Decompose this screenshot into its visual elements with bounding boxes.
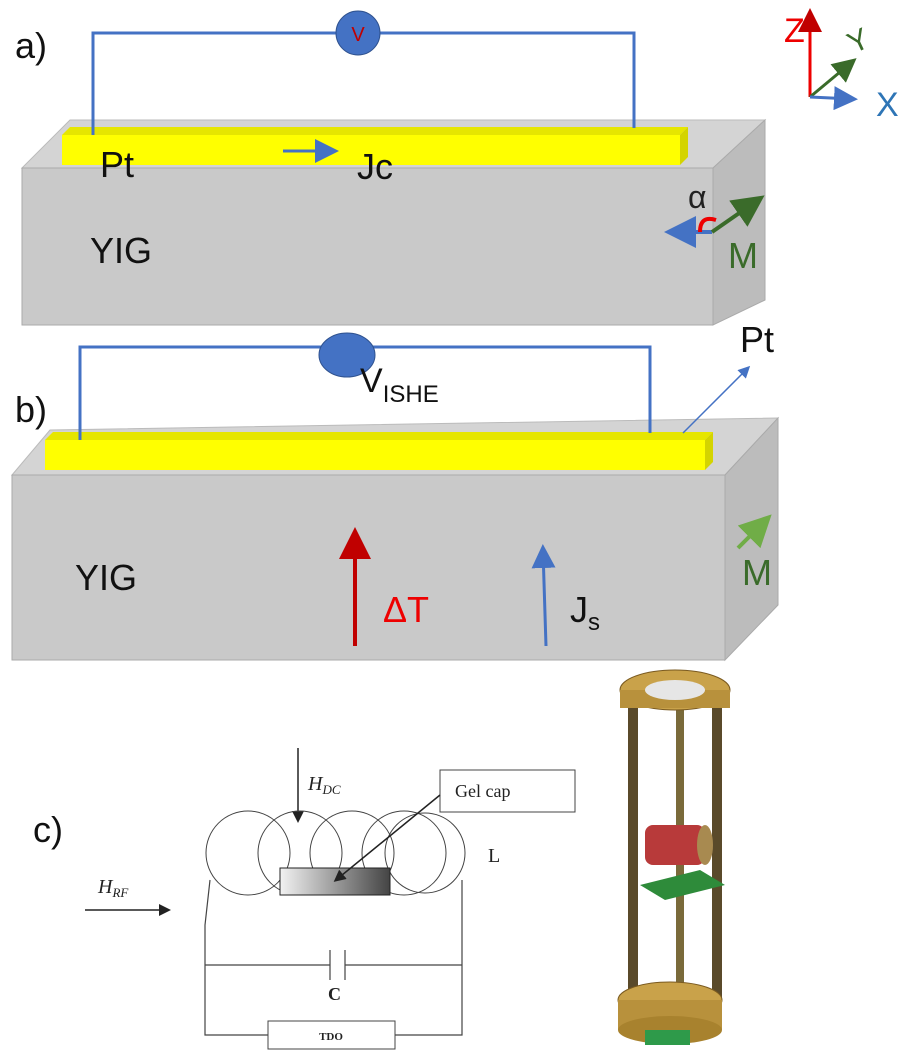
voltage-subscript: ISHE [383,381,439,408]
inductor-label: L [488,845,500,867]
panel-a: V a) Pt Jc YIG α M [15,11,765,325]
hrf-symbol: H [97,876,114,898]
hrf-subscript: RF [111,885,129,900]
hdc-symbol: H [307,773,324,795]
voltage-symbol: V [360,362,383,400]
block-label: YIG [75,557,137,598]
panel-b: VISHE Pt b) YIG ΔT Js M [12,319,778,660]
hdc-label: HDC [307,773,341,797]
sample-label: Gel cap [455,781,510,801]
figure: V a) Pt Jc YIG α M Z Y X VISHE Pt b) YIG… [0,0,907,1052]
gel-cap [280,868,390,895]
z-label: Z [784,12,805,50]
circuit [205,880,462,1035]
gradient-label: ΔT [383,589,429,630]
pt-top [62,127,688,135]
spin-current-subscript: s [588,609,600,636]
magnetization-label: M [728,235,758,276]
panel-label: c) [33,809,63,850]
strip-label: Pt [740,319,774,360]
panel-label: b) [15,389,47,430]
voltage-label: VISHE [360,362,439,408]
x-axis [810,97,852,99]
capacitor-label: C [328,984,341,1004]
axes: Z Y X [784,12,899,124]
pt-strip [45,440,705,470]
y-axis [810,62,852,97]
spin-current-symbol: J [570,589,588,630]
hrf-label: HRF [97,876,129,900]
current-label: Jc [357,146,393,187]
panel-c: c) HDC Gel cap L HRF C TDO [33,670,730,1049]
pt-top [45,432,713,440]
panel-label: a) [15,25,47,66]
x-label: X [876,86,899,124]
voltmeter-label: V [351,24,365,46]
oscillator-label: TDO [319,1031,343,1043]
probe-render [618,670,730,1045]
y-label: Y [842,22,874,60]
angle-label: α [688,179,707,215]
magnetization-label: M [742,552,772,593]
block-label: YIG [90,230,152,271]
hdc-subscript: DC [321,782,340,797]
strip-label: Pt [100,144,134,185]
